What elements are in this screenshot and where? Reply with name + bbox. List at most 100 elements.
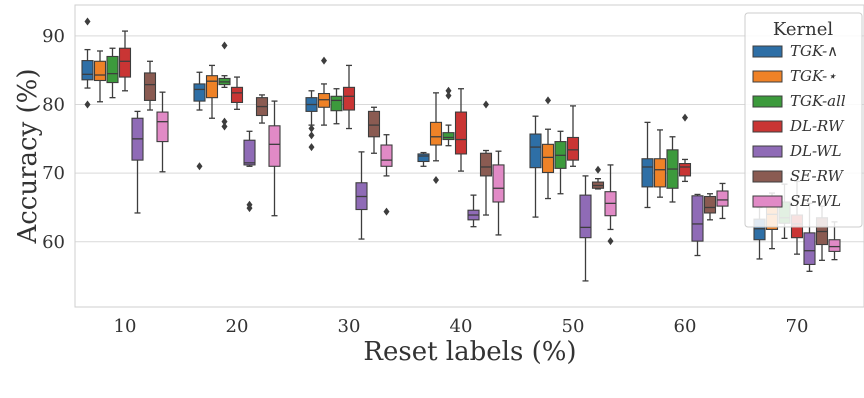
box [703, 193, 717, 221]
box-body [330, 95, 343, 112]
y-tick-label: 80 [42, 95, 65, 116]
box [678, 113, 692, 183]
x-tick-label: 20 [226, 316, 249, 337]
legend-swatch [752, 120, 783, 133]
box [268, 100, 281, 217]
legend-item: DL-RW [752, 117, 845, 135]
box-body [156, 111, 169, 143]
box [454, 88, 468, 172]
box [492, 150, 505, 236]
legend-swatch [752, 170, 783, 183]
x-tick-label: 50 [562, 316, 585, 337]
box [93, 50, 107, 103]
series-4 [131, 110, 816, 282]
legend-swatch [752, 45, 783, 58]
legend-swatch [752, 70, 783, 83]
box [218, 41, 231, 131]
x-tick-label: 70 [786, 316, 809, 337]
legend-label: SE-WL [790, 192, 841, 210]
box [541, 96, 555, 200]
box [255, 94, 269, 124]
box [243, 130, 256, 213]
box-body [492, 164, 505, 203]
box-body [691, 195, 704, 242]
y-tick-labels: 60 70 80 90 [42, 26, 65, 253]
outlier-point [607, 237, 614, 246]
box [230, 76, 244, 110]
outlier-point [383, 207, 390, 216]
box-body [653, 158, 667, 188]
box-body [454, 111, 468, 155]
box-body [641, 158, 654, 188]
outlier-point [221, 117, 228, 126]
box-body [317, 92, 331, 108]
outlier-point [483, 100, 489, 109]
legend-swatch [752, 95, 783, 108]
x-tick-label: 30 [338, 316, 361, 337]
box [81, 17, 94, 109]
legend-label: TGK-all [790, 92, 846, 110]
box-body [716, 190, 729, 207]
legend-item: SE-WL [752, 192, 841, 210]
box [342, 64, 356, 130]
box-body [93, 60, 107, 82]
outlier-point [308, 131, 315, 140]
box [305, 90, 318, 152]
plot-frame [74, 4, 864, 308]
box [131, 110, 144, 214]
legend-label: TGK-∧ [790, 42, 838, 60]
box-body [803, 232, 816, 265]
outlier-point [221, 41, 228, 50]
legend-item: TGK-⋆ [752, 67, 837, 85]
legend-label: TGK-⋆ [790, 67, 837, 85]
box-body [479, 152, 493, 177]
legend: Kernel TGK-∧ TGK-⋆ TGK-all DL-RW DL-WL SE-RW S… [744, 12, 863, 228]
outlier-point [433, 176, 439, 185]
box [106, 47, 119, 99]
box [529, 115, 542, 218]
box-body [118, 47, 132, 78]
outlier-point [196, 162, 203, 171]
x-tick-label: 10 [114, 316, 137, 337]
legend-items: TGK-∧ TGK-⋆ TGK-all DL-RW DL-WL SE-RW SE-WL [752, 42, 846, 210]
box [156, 91, 169, 173]
box [355, 151, 368, 240]
box-body [429, 121, 443, 146]
legend-swatch [752, 145, 783, 158]
outlier-point [321, 56, 327, 65]
box-body [205, 75, 219, 99]
box-body [828, 239, 841, 252]
box [429, 92, 443, 185]
legend-title: Kernel [773, 19, 833, 40]
y-tick-label: 60 [42, 232, 65, 253]
outlier-point [221, 122, 228, 131]
box [205, 64, 219, 119]
box-body [529, 133, 542, 169]
box-body [703, 195, 717, 214]
legend-item: DL-WL [752, 142, 842, 160]
y-tick-label: 90 [42, 26, 65, 47]
outlier-point [246, 204, 253, 213]
box-body [193, 83, 206, 102]
legend-item: TGK-all [752, 92, 846, 110]
box-body [417, 153, 430, 163]
legend-swatch [752, 195, 783, 208]
box [442, 86, 455, 147]
box [641, 121, 654, 209]
box [417, 151, 430, 167]
box [193, 71, 206, 171]
box [716, 182, 729, 220]
outlier-point [595, 165, 601, 174]
box [579, 175, 592, 282]
outlier-point [308, 124, 315, 133]
outlier-point [84, 17, 91, 26]
box [143, 60, 157, 111]
box-body [579, 194, 592, 239]
outlier-point [445, 91, 452, 100]
x-tick-label: 40 [450, 316, 473, 337]
box [118, 30, 132, 92]
outlier-point [545, 96, 551, 105]
box-body [243, 139, 256, 166]
box-body [367, 110, 381, 138]
legend-label: DL-WL [789, 142, 842, 160]
